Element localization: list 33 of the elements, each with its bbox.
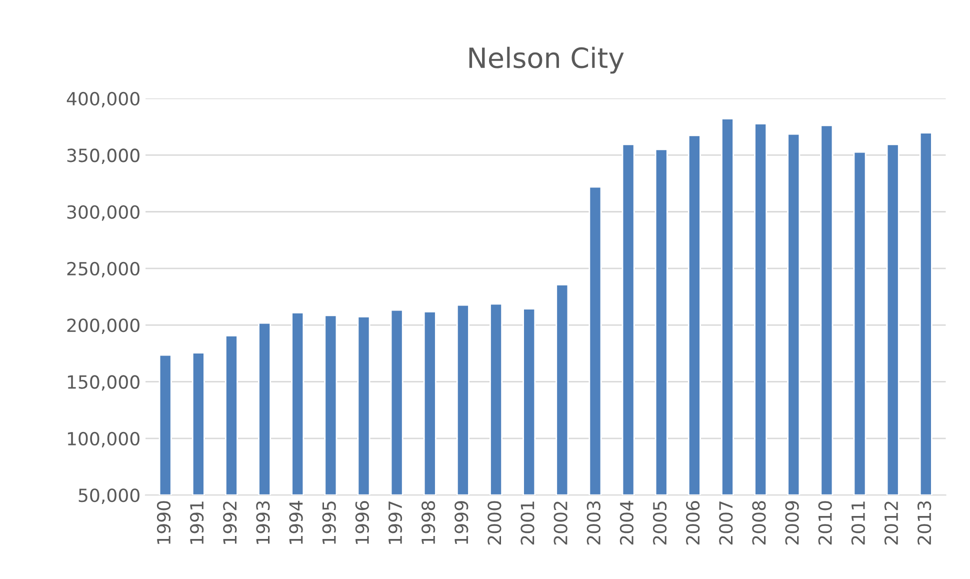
x-tick-label: 2005 (652, 501, 667, 545)
chart-title: Nelson City (469, 46, 624, 74)
x-tick-label: 2013 (917, 501, 932, 545)
x-tick-label: 2004 (620, 500, 634, 545)
x-tick-label: 2001 (520, 502, 534, 545)
x-tick-label: 1992 (223, 502, 237, 544)
x-tick-label: 1991 (190, 502, 204, 544)
x-tick-label: 1999 (454, 501, 468, 544)
y-tick-label: 250,000 (67, 262, 140, 278)
x-tick-label: 1990 (156, 501, 171, 544)
y-tick-label: 200,000 (67, 318, 140, 334)
y-tick-label: 400,000 (66, 92, 140, 108)
x-tick-label: 2012 (884, 502, 898, 545)
x-tick-label: 1998 (421, 501, 436, 544)
x-tick-label: 2007 (719, 501, 733, 545)
x-tick-label: 2008 (752, 501, 766, 545)
x-tick-label: 1997 (388, 501, 402, 544)
y-tick-label: 350,000 (67, 148, 140, 164)
y-tick-label: 150,000 (68, 375, 140, 391)
x-tick-label: 2009 (785, 501, 799, 545)
x-tick-label: 2003 (586, 501, 600, 545)
x-tick-label: 2011 (851, 502, 866, 545)
x-tick-label: 2010 (818, 501, 832, 545)
x-tick-label: 1993 (256, 501, 270, 544)
y-tick-label: 300,000 (67, 205, 140, 221)
x-tick-label: 1995 (322, 501, 336, 544)
x-tick-label: 2002 (554, 502, 568, 545)
x-tick-label: 1994 (289, 500, 303, 544)
x-tick-label: 1996 (355, 501, 369, 544)
y-tick-label: 100,000 (68, 432, 140, 448)
x-tick-label: 2000 (488, 501, 502, 545)
y-tick-label: 50,000 (78, 488, 140, 504)
x-tick-label: 2006 (686, 501, 700, 545)
